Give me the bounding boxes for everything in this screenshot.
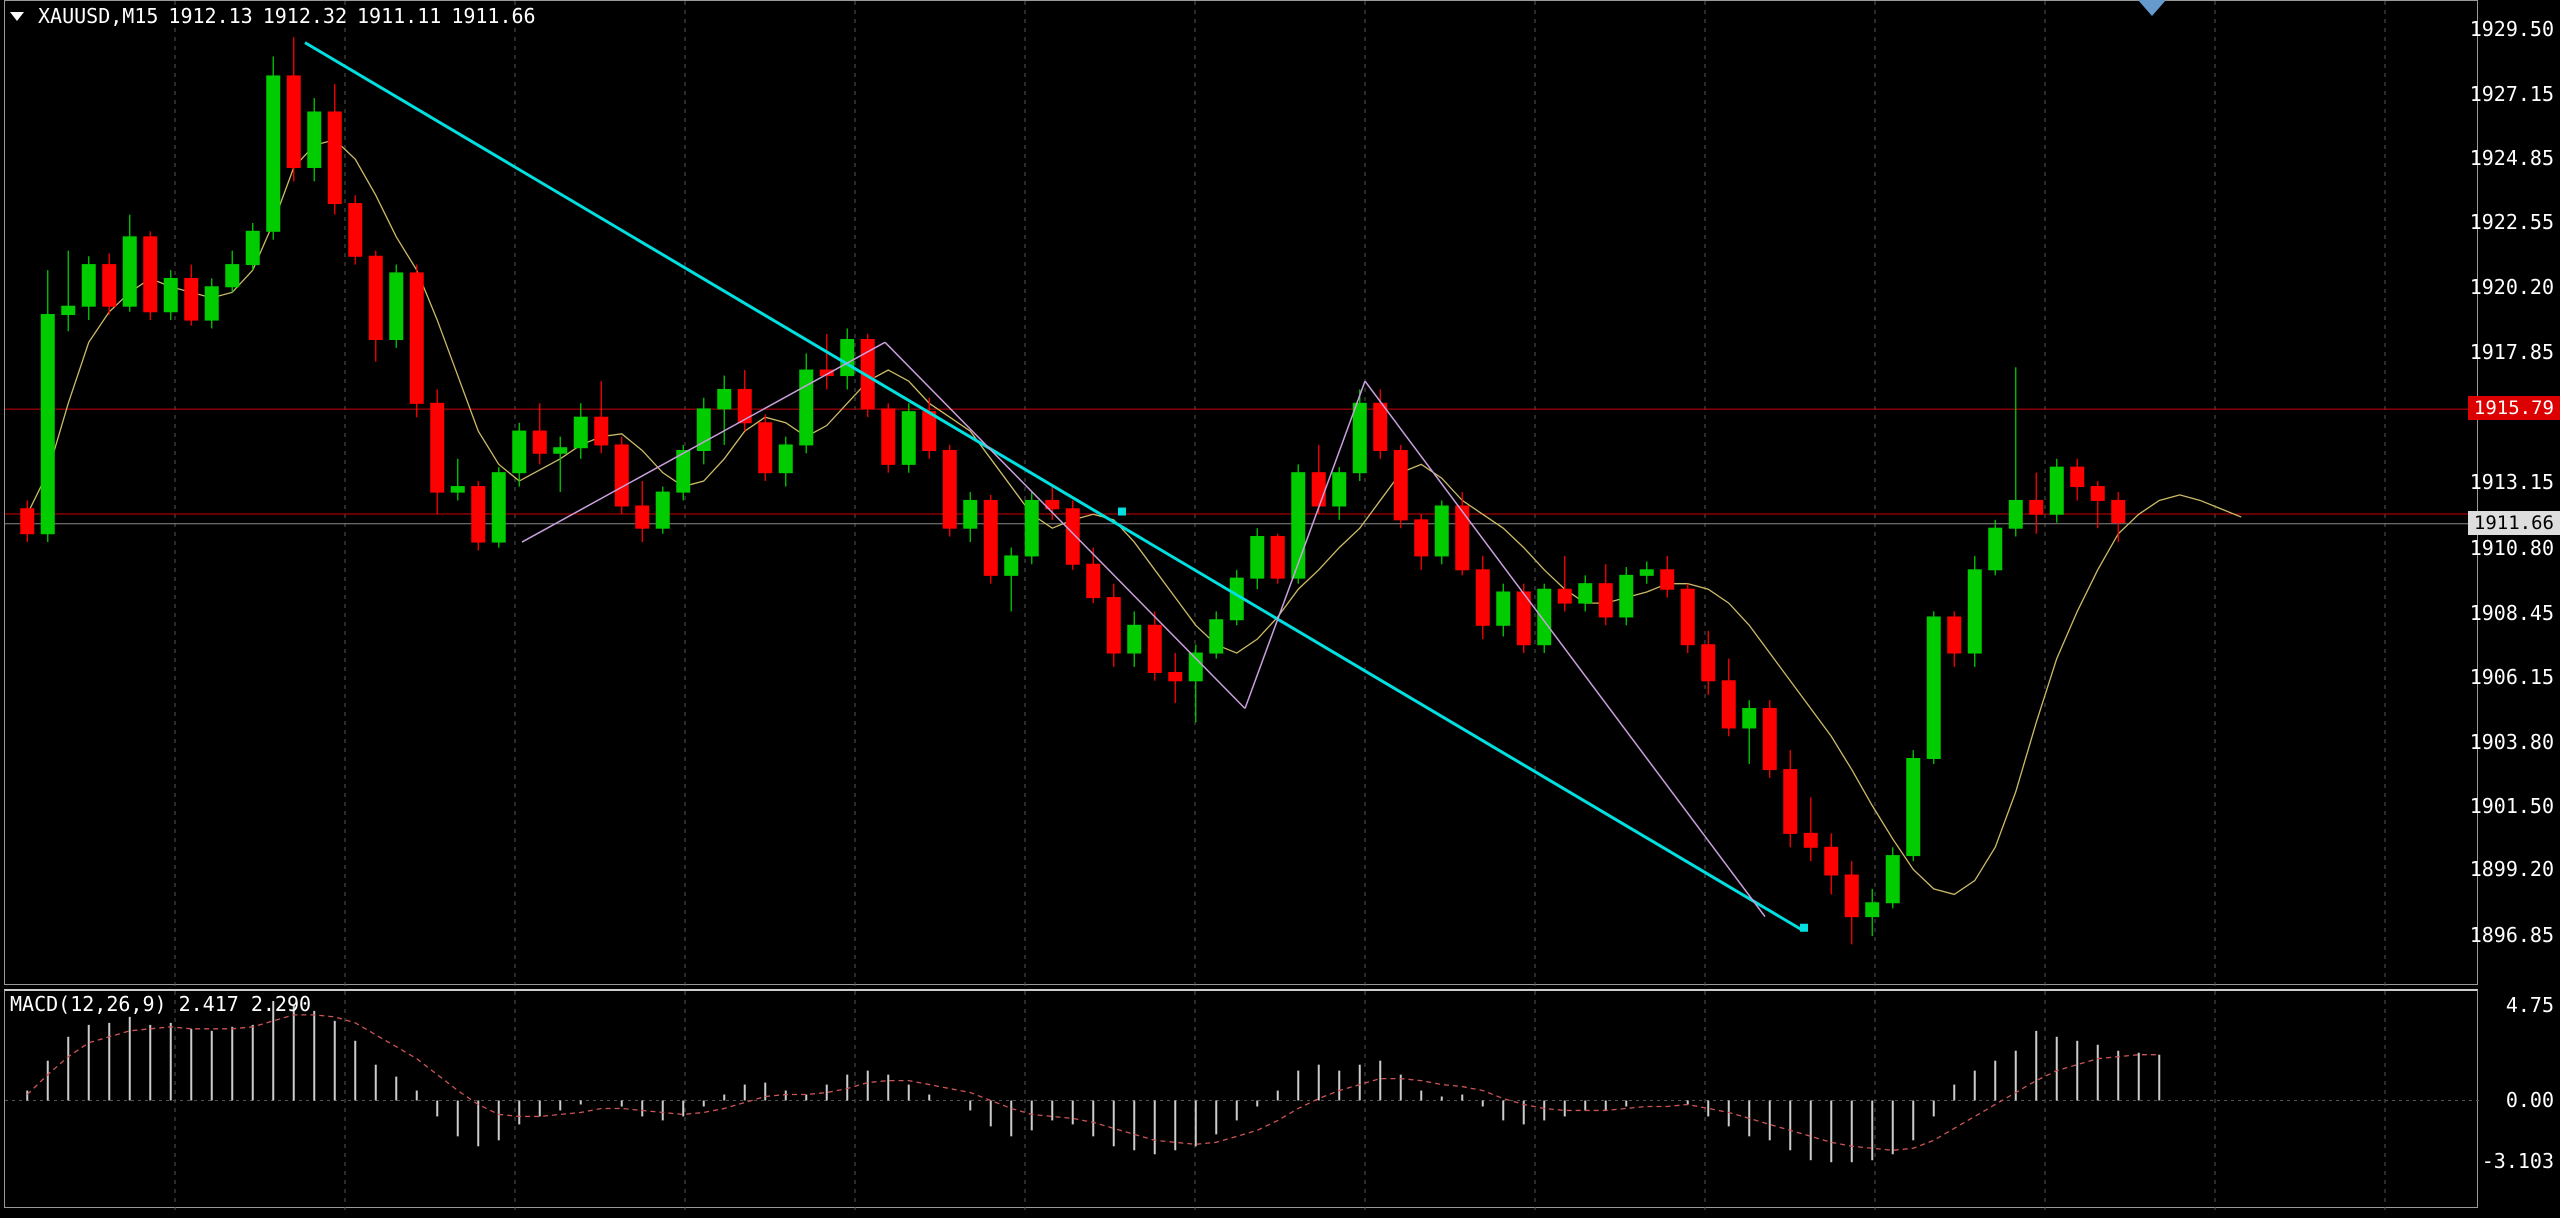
symbol-label: XAUUSD,M15 [38, 4, 158, 28]
y-axis-tick: 1929.50 [2470, 17, 2554, 41]
price-close: 1911.66 [451, 4, 535, 28]
macd-y-tick: 4.75 [2506, 993, 2554, 1017]
top-arrow-icon [2138, 0, 2166, 16]
macd-y-tick: 0.00 [2506, 1088, 2554, 1112]
y-axis: 1929.501927.151924.851922.551920.201917.… [2480, 0, 2560, 1210]
y-axis-tick: 1920.20 [2470, 275, 2554, 299]
y-axis-tick: 1924.85 [2470, 146, 2554, 170]
macd-panel[interactable] [4, 989, 2478, 1208]
y-axis-tick: 1913.15 [2470, 470, 2554, 494]
macd-y-tick: -3.103 [2482, 1149, 2554, 1173]
y-axis-tick: 1903.80 [2470, 730, 2554, 754]
chart-title-bar: XAUUSD,M15 1912.13 1912.32 1911.11 1911.… [10, 4, 536, 28]
chart-window: XAUUSD,M15 1912.13 1912.32 1911.11 1911.… [0, 0, 2560, 1218]
main-chart-panel[interactable] [4, 0, 2478, 985]
y-axis-tick: 1906.15 [2470, 665, 2554, 689]
y-axis-tick: 1910.80 [2470, 536, 2554, 560]
macd-title: MACD(12,26,9) 2.417 2.290 [10, 992, 311, 1016]
macd-svg [5, 991, 2479, 1210]
y-axis-tick: 1922.55 [2470, 210, 2554, 234]
y-axis-tick: 1911.66 [2468, 511, 2560, 535]
y-axis-tick: 1917.85 [2470, 340, 2554, 364]
y-axis-tick: 1927.15 [2470, 82, 2554, 106]
y-axis-tick: 1908.45 [2470, 601, 2554, 625]
price-open: 1912.13 [168, 4, 252, 28]
y-axis-tick: 1901.50 [2470, 794, 2554, 818]
dropdown-icon[interactable] [10, 12, 24, 21]
y-axis-tick: 1899.20 [2470, 857, 2554, 881]
main-chart-svg [5, 1, 2479, 986]
price-high: 1912.32 [263, 4, 347, 28]
y-axis-tick: 1915.79 [2468, 396, 2560, 420]
y-axis-tick: 1896.85 [2470, 923, 2554, 947]
price-low: 1911.11 [357, 4, 441, 28]
